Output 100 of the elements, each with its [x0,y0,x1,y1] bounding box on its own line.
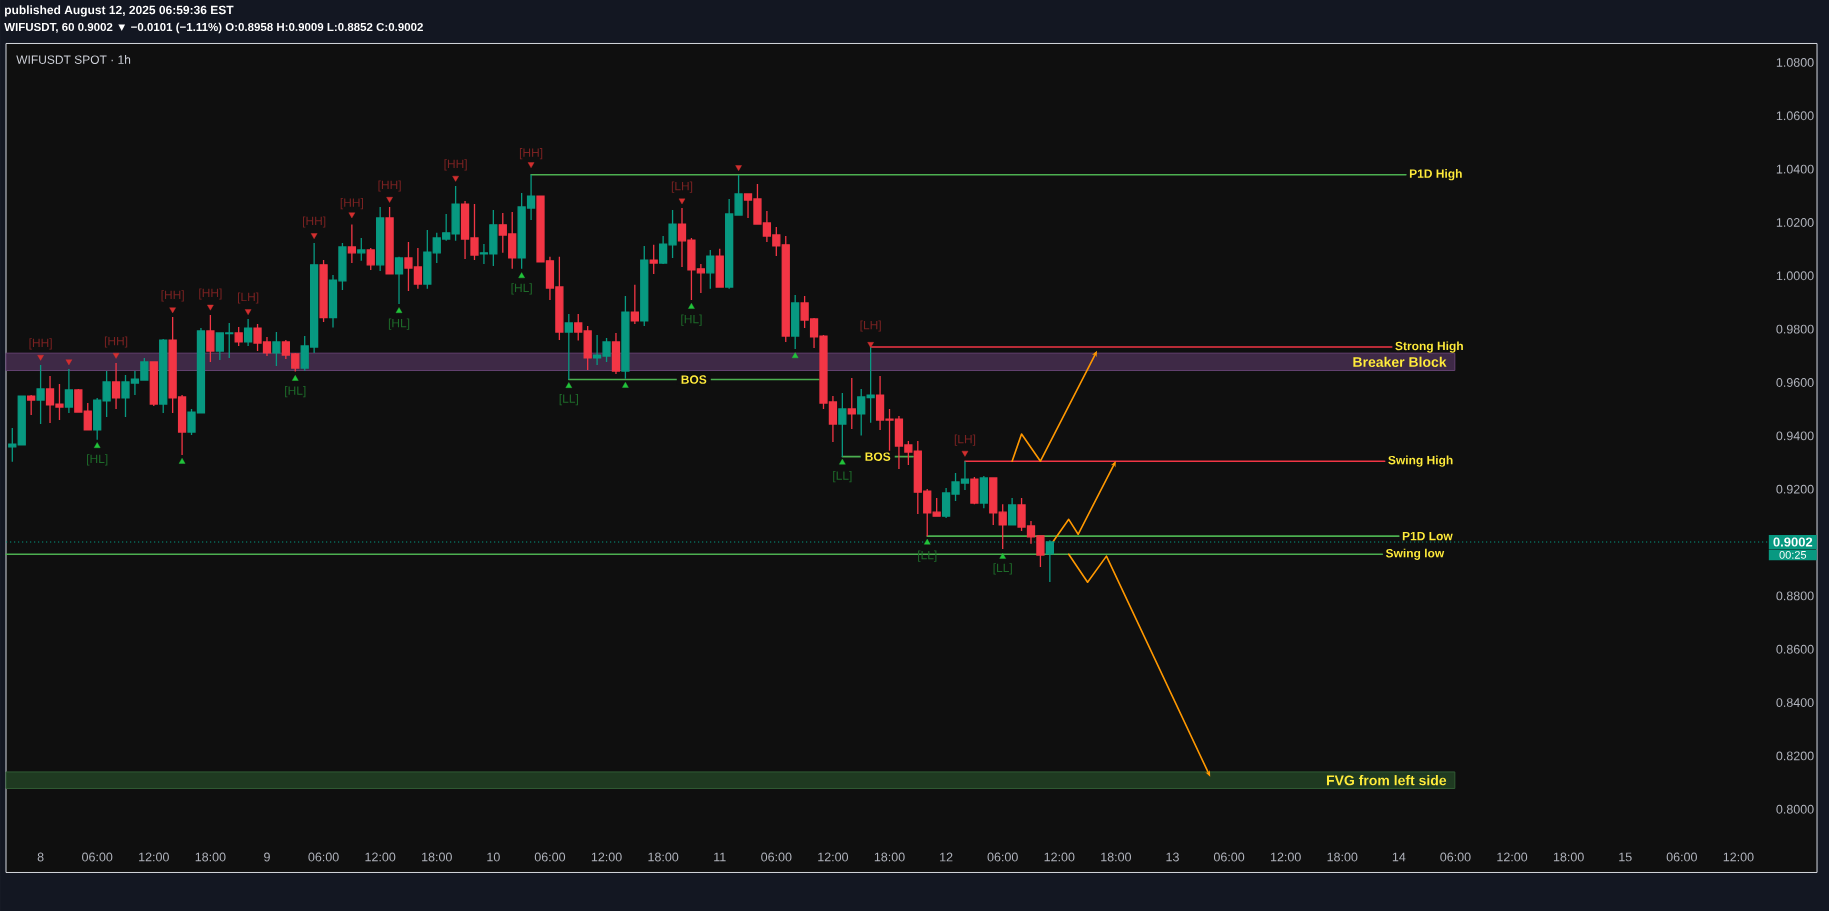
point [527,162,535,169]
candlestick [857,388,866,437]
candlestick [83,402,92,431]
candlestick [206,314,215,363]
y-tick-label: 0.8800 [1776,591,1814,601]
x-tick-label: 06:00 [761,852,792,862]
text: WIFUSDT SPOT · 1h [16,55,131,64]
text: published August 12, 2025 06:59:36 EST [5,5,234,17]
point [65,359,73,366]
candlestick [932,497,941,517]
point [348,212,356,219]
x-tick-label: 12:00 [1723,852,1754,862]
candlestick [1007,497,1017,526]
candlestick [385,206,394,275]
candlestick [394,256,404,305]
point [999,552,1006,559]
x-tick-label: 12:00 [1497,852,1528,862]
candlestick [36,364,45,425]
candlestick [640,245,649,327]
candlestick [366,247,375,271]
annotation: [LH] [954,434,976,446]
x-tick-label: 12:00 [1270,852,1301,862]
x-tick-label: 06:00 [1666,852,1697,862]
x-tick-label: 06:00 [82,852,113,862]
candlestick [706,249,715,290]
y-tick-label: 1.0200 [1776,218,1814,227]
candlestick [423,229,432,290]
y-tick-label: 1.0400 [1776,164,1814,174]
annotation: [HL] [87,454,108,466]
point [1206,771,1211,777]
annotation: [LL] [833,471,852,483]
candlestick [847,377,856,430]
ref-line-label: 0.9002 [1773,537,1813,547]
point [178,458,186,464]
x-tick-label: 18:00 [1327,852,1358,862]
y-tick-label: 1.0800 [1776,57,1814,67]
annotation: [HL] [681,314,702,326]
candlestick [376,206,385,272]
y-tick-label: 0.9400 [1776,431,1814,441]
x-tick-label: 12:00 [591,852,622,862]
point [924,538,931,545]
annotation: [HL] [388,318,410,330]
candlestick [17,395,26,446]
candlestick [564,313,573,381]
x-tick-label: 18:00 [874,852,905,862]
candlestick [149,361,158,407]
candlestick [583,325,592,371]
point [169,307,176,314]
x-tick-label: 06:00 [987,852,1018,862]
series-label: Swing low [1385,548,1445,560]
candlestick [781,235,790,343]
point [565,382,573,388]
x-tick-label: 11 [714,852,726,862]
x-tick-label: 06:00 [534,852,566,862]
series-label: BOS [865,452,891,461]
x-tick-label: 9 [264,852,270,862]
candlestick [357,237,366,262]
x-tick-label: 18:00 [422,852,452,862]
series-label: Swing High [1388,455,1453,467]
point [395,307,403,313]
point [112,353,120,359]
point [839,458,846,465]
candlestick [319,259,328,323]
y-tick-label: 0.8600 [1776,644,1814,654]
point [292,375,299,381]
point [37,354,44,361]
candlestick [234,326,243,347]
candlestick [791,294,800,350]
point [735,165,742,171]
x-tick-label: 12:00 [1044,852,1075,862]
band-label: FVG from left side [1326,775,1447,786]
annotation: [HH] [29,338,52,350]
point [386,197,393,203]
point [310,233,318,239]
annotation: [HL] [285,385,306,398]
x-tick-label: 10 [487,852,500,862]
candlestick [574,313,583,342]
candlestick [630,284,639,325]
candlestick [621,295,630,380]
x-tick-label: 18:00 [648,852,679,862]
x-tick-label: 06:00 [1213,852,1245,862]
chart-subtitle: WIFUSDT, 60 0.9002 ▼ −0.0101 (−1.11%) O:0.8958 H:0.9009 L:0.8852 C:0.9002 [4,22,423,34]
annotation: [HH] [519,148,543,160]
candlestick [74,388,83,413]
y-tick-label: 0.8200 [1776,751,1814,761]
x-tick-label: 15 [1619,852,1632,862]
annotation: [HH] [378,180,401,192]
x-tick-label: 12:00 [818,852,849,862]
candlestick [159,338,168,414]
y-tick-label: 0.9200 [1776,484,1814,494]
candlestick [347,223,357,264]
candlestick [111,362,121,410]
x-tick-label: 12:00 [139,852,169,862]
x-tick-label: 12 [940,852,953,862]
annotation: [HH] [199,288,222,300]
band-label: Breaker Block [1353,356,1447,367]
annotation: [HH] [340,197,364,210]
annotation: 00:25 [1779,551,1807,559]
candlestick [64,368,74,414]
annotation: [LL] [559,393,578,406]
